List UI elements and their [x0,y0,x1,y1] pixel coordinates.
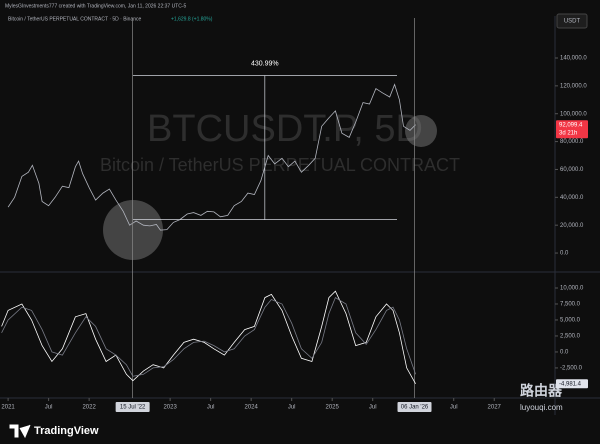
series-line [1,290,416,384]
x-tick-label: 2021 [1,405,15,411]
site-watermark: 路由器 [520,383,563,399]
y-tick-label: 10,000.0 [560,286,584,292]
x-tick-label: Jul [207,405,215,411]
currency-box [556,13,588,29]
x-tick-label: Jul [288,405,296,411]
brand: TradingView [34,425,99,437]
watermark-description: Bitcoin / TetherUS PERPETUAL CONTRACT [100,155,460,175]
x-tick-label: 2025 [326,405,340,411]
x-tick-label: Jul [45,405,53,411]
y-tick-label: 7,500.0 [560,302,581,308]
countdown: 3d 21h [559,130,577,136]
measure-label: 430.99% [251,60,279,67]
y-tick-label: 20,000.0 [560,223,584,229]
series-line [1,297,416,377]
y-tick-label: 0.0 [560,350,569,356]
last-value-box [556,120,588,139]
highlight-circle [405,115,437,147]
x-tick-label: 2023 [163,405,177,411]
change: +1,629.8 (+1.80%) [171,16,213,22]
y-tick-label: 0.0 [560,251,569,257]
x-tick-label: 06 Jan '26 [401,405,429,411]
x-tick-label: 15 Jul '22 [120,405,146,411]
last-value-box [556,379,588,389]
y-tick-label: 120,000.0 [560,83,587,89]
last-value-label: 92,099.4 [559,122,583,128]
series-line [7,83,416,231]
currency: USDT [564,19,581,25]
y-tick-label: 60,000.0 [560,167,584,173]
y-tick-label: 40,000.0 [560,195,584,201]
y-tick-label: 80,000.0 [560,139,584,145]
tick-highlight [115,402,150,412]
watermark-symbol: BTCUSDT.P, 5D [147,108,423,150]
logo [9,424,31,439]
y-tick-label: 140,000.0 [560,56,587,62]
y-tick-label: 2,500.0 [560,334,581,340]
footer [0,415,600,444]
credit: MylesGInvestments777 created with Tradin… [5,3,187,9]
x-tick-label: 2027 [488,405,502,411]
symbol: Bitcoin / TetherUS PERPETUAL CONTRACT · … [8,16,142,22]
y-tick-label: -2,500.0 [560,366,583,372]
x-tick-label: 2022 [82,405,96,411]
x-tick-label: Jul [369,405,377,411]
last-value-label: -4,981.4 [559,381,582,387]
x-tick-label: Jul [450,405,458,411]
tick-highlight [397,402,432,412]
y-tick-label: 100,000.0 [560,111,587,117]
y-tick-label: 5,000.0 [560,318,581,324]
site-url: luyouqi.com [520,403,563,412]
x-tick-label: 2024 [244,405,258,411]
highlight-circle [103,200,163,260]
